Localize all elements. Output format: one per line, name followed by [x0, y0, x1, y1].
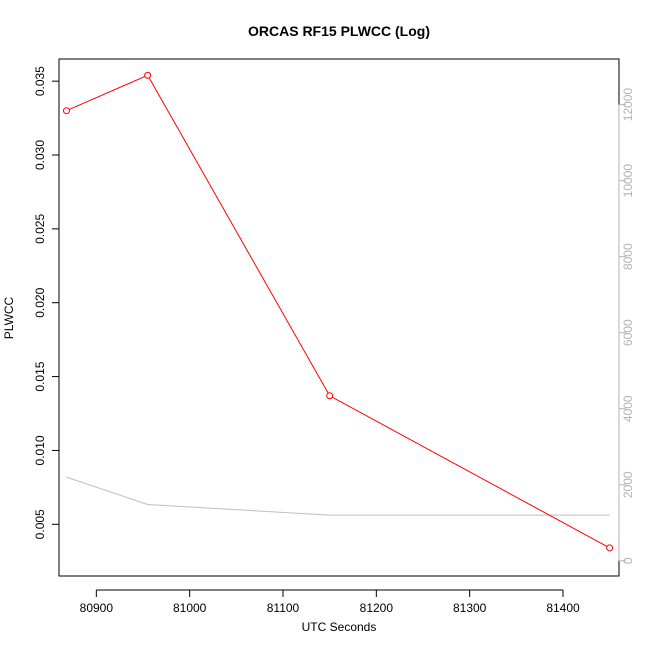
- y-tick-label: 0.020: [33, 287, 47, 317]
- y-tick-label: 0.015: [33, 361, 47, 391]
- y2-axis: 0 2000 4000 6000 8000 10000 12000: [618, 88, 635, 564]
- x-tick-label: 81000: [173, 601, 207, 615]
- x-tick-label: 81400: [546, 601, 580, 615]
- data-point: [606, 544, 614, 552]
- data-point: [144, 71, 152, 79]
- series-line-left: [66, 74, 610, 549]
- y-tick-label: 0.025: [33, 214, 47, 244]
- y2-tick-label: 0: [621, 557, 635, 564]
- y-tick-label: 0.030: [33, 140, 47, 170]
- y2-tick-label: 12000: [621, 88, 635, 122]
- y-tick-label: 0.035: [33, 66, 47, 96]
- series-layer: [62, 71, 614, 552]
- x-axis: 80900 81000 81100 81200 81300 81400: [80, 589, 580, 615]
- y-tick-label: 0.005: [33, 509, 47, 539]
- x-tick-label: 81200: [360, 601, 394, 615]
- data-point: [62, 107, 70, 115]
- y2-tick-label: 8000: [621, 243, 635, 270]
- series-line-right: [66, 476, 610, 516]
- data-point: [326, 392, 334, 400]
- plot-frame: [58, 58, 620, 577]
- x-tick-label: 81100: [267, 601, 300, 615]
- y2-tick-label: 6000: [621, 319, 635, 346]
- y2-tick-label: 4000: [621, 395, 635, 422]
- x-axis-label: UTC Seconds: [302, 620, 377, 634]
- x-tick-label: 80900: [80, 601, 114, 615]
- chart-title: ORCAS RF15 PLWCC (Log): [248, 23, 430, 39]
- y2-tick-label: 10000: [621, 164, 635, 198]
- y-axis-label: PLWCC: [2, 296, 16, 339]
- y2-tick-label: 2000: [621, 471, 635, 498]
- y-tick-label: 0.010: [33, 435, 47, 465]
- y-axis: 0.005 0.010 0.015 0.020 0.025 0.030 0.035: [33, 66, 60, 539]
- x-tick-label: 81300: [453, 601, 487, 615]
